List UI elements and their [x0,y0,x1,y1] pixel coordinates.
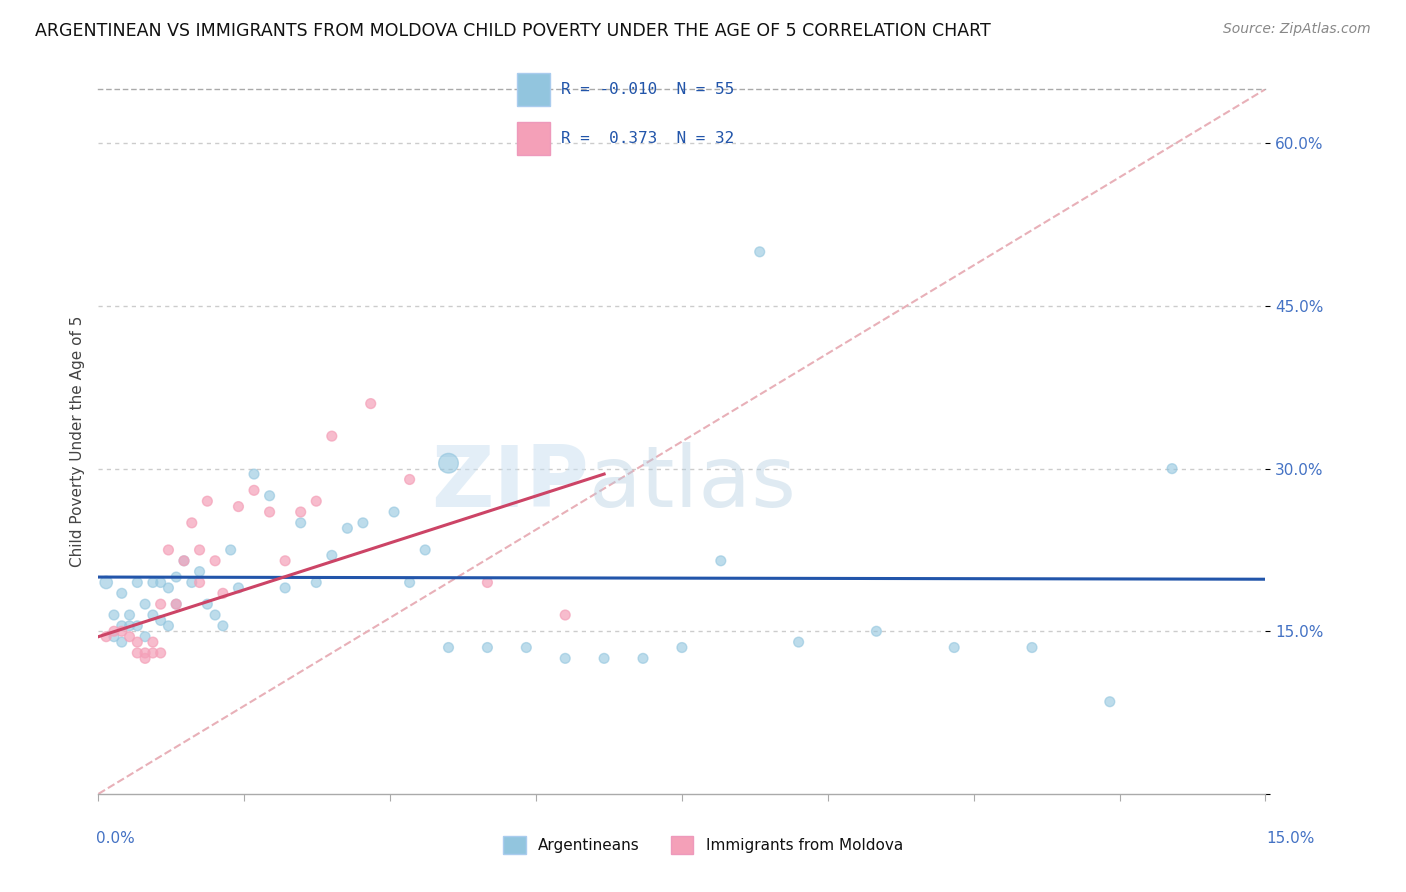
Point [173,554,195,568]
Point [710,554,733,568]
Point [336,521,359,535]
Point [554,607,576,622]
Point [180,575,202,590]
Y-axis label: Child Poverty Under the Age of 5: Child Poverty Under the Age of 5 [69,316,84,567]
Point [787,635,810,649]
Point [134,651,156,665]
Point [127,619,149,633]
Text: ARGENTINEAN VS IMMIGRANTS FROM MOLDOVA CHILD POVERTY UNDER THE AGE OF 5 CORRELAT: ARGENTINEAN VS IMMIGRANTS FROM MOLDOVA C… [35,22,991,40]
Text: Source: ZipAtlas.com: Source: ZipAtlas.com [1223,22,1371,37]
Point [195,494,218,508]
Point [671,640,693,655]
Point [212,586,235,600]
Point [127,646,149,660]
Point [127,635,149,649]
Point [111,619,134,633]
Point [259,505,281,519]
Point [631,651,654,665]
Point [142,646,165,660]
Point [134,630,156,644]
Point [865,624,887,639]
Point [477,640,499,655]
Point [1161,461,1184,475]
Point [103,607,125,622]
Point [305,575,328,590]
Point [274,554,297,568]
Point [437,640,460,655]
Point [1021,640,1043,655]
Text: 15.0%: 15.0% [1267,831,1315,846]
Point [943,640,966,655]
Point [188,565,211,579]
Point [149,575,172,590]
Point [142,607,165,622]
Text: R =  0.373  N = 32: R = 0.373 N = 32 [561,131,734,146]
Point [111,624,134,639]
Point [142,635,165,649]
Bar [517,73,550,105]
Point [204,554,226,568]
Point [111,635,134,649]
Point [1098,695,1121,709]
Point [96,630,118,644]
Point [134,597,156,611]
Point [274,581,297,595]
Point [413,543,436,558]
Point [165,570,187,584]
Point [103,630,125,644]
Point [321,549,343,563]
Point [149,597,172,611]
Point [321,429,343,443]
Point [157,543,180,558]
Point [243,467,266,481]
Legend: Argentineans, Immigrants from Moldova: Argentineans, Immigrants from Moldova [495,828,911,862]
Point [188,575,211,590]
Point [305,494,328,508]
Point [554,651,576,665]
Point [212,619,235,633]
Point [127,575,149,590]
Text: ZIP: ZIP [430,442,589,525]
Point [118,607,141,622]
Text: atlas: atlas [589,442,797,525]
Point [165,597,187,611]
Point [173,554,195,568]
Point [180,516,202,530]
Point [118,619,141,633]
Point [103,624,125,639]
Point [477,575,499,590]
Point [96,575,118,590]
Point [204,607,226,622]
Point [382,505,405,519]
Point [134,646,156,660]
Point [748,244,770,259]
Bar [517,122,550,155]
Point [515,640,537,655]
Point [157,619,180,633]
Point [352,516,374,530]
Point [228,581,250,595]
Point [228,500,250,514]
Point [437,456,460,470]
Point [165,597,187,611]
Point [142,575,165,590]
Point [149,614,172,628]
Point [398,575,420,590]
Point [290,516,312,530]
Text: 0.0%: 0.0% [96,831,135,846]
Point [243,483,266,498]
Text: R = -0.010  N = 55: R = -0.010 N = 55 [561,81,734,96]
Point [290,505,312,519]
Point [398,473,420,487]
Point [593,651,616,665]
Point [195,597,218,611]
Point [188,543,211,558]
Point [149,646,172,660]
Point [219,543,242,558]
Point [118,630,141,644]
Point [157,581,180,595]
Point [360,396,382,410]
Point [259,489,281,503]
Point [111,586,134,600]
